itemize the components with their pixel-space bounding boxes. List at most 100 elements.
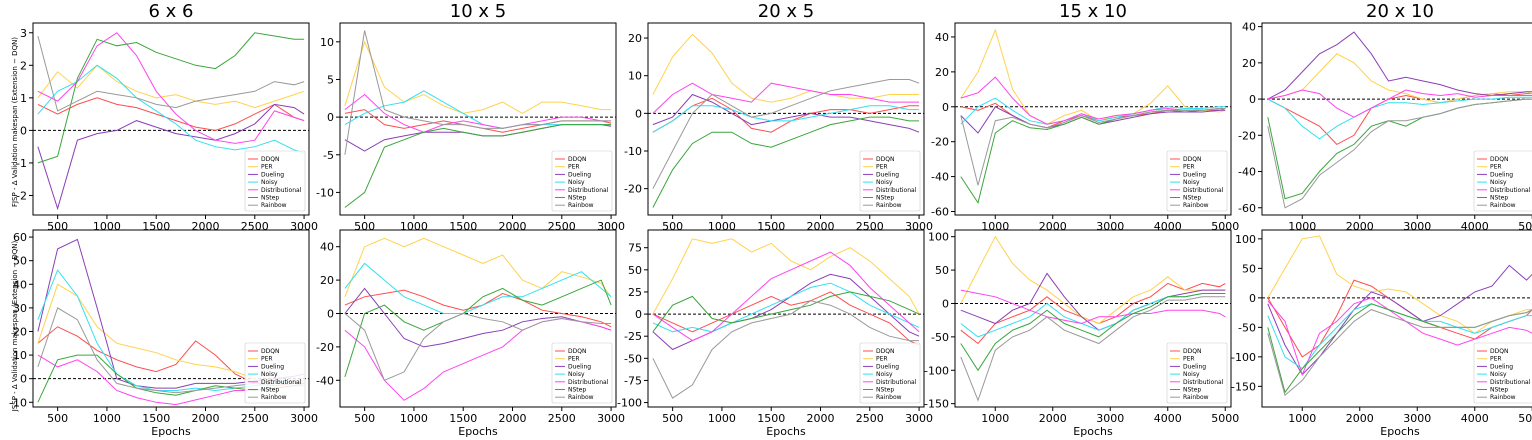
y-tick-label: 10 (628, 70, 642, 83)
legend-entry: NStep (1490, 195, 1508, 202)
plot-frame (32, 229, 310, 408)
x-axis-label: Epochs (1380, 425, 1420, 438)
legend: DDQNPERDuelingNoisyDistributionalNStepRa… (1166, 150, 1228, 212)
x-tick-label: 2000 (499, 412, 527, 425)
legend-entry: DDQN (1183, 348, 1201, 355)
x-tick-label: 1000 (981, 412, 1009, 425)
x-tick-label: 2500 (548, 220, 576, 233)
legend-entry: NStep (568, 195, 586, 202)
y-tick-label: 10 (13, 349, 27, 362)
chart-panel: -10 0 10 20 30 40 50 60 500 1000 1500 2000 2500 3000 E… (9, 229, 318, 438)
y-tick-label: -150 (1231, 380, 1256, 393)
x-axis-label: Epochs (458, 425, 498, 438)
legend-entry: PER (261, 164, 273, 171)
legend-entry: PER (261, 356, 273, 363)
legend-entry: Dueling (1490, 363, 1513, 370)
series-line-rainbow (960, 108, 1226, 186)
y-tick-label: -10 (316, 186, 334, 199)
legend-entry: PER (568, 356, 580, 363)
y-tick-label: -100 (924, 364, 949, 377)
legend-box (551, 342, 613, 404)
x-tick-label: 1000 (400, 412, 428, 425)
x-tick-label: 3000 (290, 220, 318, 233)
y-tick-label: -100 (1231, 351, 1256, 364)
series-line-rainbow (652, 79, 920, 189)
y-tick-label: -75 (624, 374, 642, 387)
legend-entry: Dueling (568, 171, 591, 178)
x-tick-label: 1500 (449, 220, 477, 233)
y-tick-label: -1 (16, 157, 27, 170)
legend-entry: Noisy (876, 371, 893, 378)
legend-entry: Dueling (876, 363, 899, 370)
row-label-jssp: JSSP - Δ Validation makespan (Extension … (11, 240, 19, 412)
y-tick-label: 0 (20, 124, 27, 137)
legend-entry: Rainbow (261, 394, 287, 401)
legend-entry: DDQN (568, 348, 586, 355)
x-tick-label: 2000 (807, 220, 835, 233)
x-tick-label: 2000 (1039, 220, 1067, 233)
series-line-noisy (960, 97, 1226, 125)
x-tick-label: 5000 (1211, 412, 1239, 425)
x-tick-label: 3000 (1096, 412, 1124, 425)
x-axis-label: Epochs (1073, 425, 1113, 438)
legend-entry: DDQN (568, 156, 586, 163)
legend-entry: Rainbow (261, 202, 287, 209)
series-line-ddqn (37, 97, 305, 131)
x-axis-label: Epochs (766, 425, 806, 438)
x-tick-label: 4000 (1154, 220, 1182, 233)
y-tick-label: -2 (16, 189, 27, 202)
plot-frame (32, 22, 310, 216)
plot-frame (954, 22, 1232, 216)
y-tick-label: -10 (9, 396, 27, 409)
y-tick-label: 0 (327, 307, 334, 320)
series-line-per (652, 238, 920, 315)
series-line-noisy (37, 64, 305, 154)
plot-frame (1261, 229, 1532, 408)
x-tick-label: 3000 (905, 412, 933, 425)
legend-entry: PER (568, 164, 580, 171)
series-line-per (652, 33, 920, 103)
legend-box (859, 150, 921, 212)
series-line-per (344, 237, 612, 298)
legend-entry: Noisy (568, 179, 585, 186)
y-tick-label: 10 (320, 36, 334, 49)
legend-entry: Distributional (1490, 379, 1531, 386)
legend-box (244, 150, 306, 212)
y-tick-label: -20 (1238, 129, 1256, 142)
x-tick-label: 2500 (241, 412, 269, 425)
x-tick-label: 2500 (856, 220, 884, 233)
series-line-nstep (652, 116, 920, 208)
plot-frame (954, 229, 1232, 408)
legend-entry: Dueling (876, 171, 899, 178)
plot-frame (647, 22, 925, 216)
legend-entry: DDQN (876, 156, 894, 163)
legend-entry: Noisy (1183, 371, 1200, 378)
row-label-fjsp: FJSP - Δ Validation makespan (Extension … (11, 37, 19, 207)
y-tick-label: -20 (624, 183, 642, 196)
y-tick-label: -20 (316, 341, 334, 354)
legend-entry: Noisy (1183, 179, 1200, 186)
y-tick-label: 40 (320, 241, 334, 254)
y-tick-label: -25 (624, 330, 642, 343)
x-tick-label: 2000 (499, 220, 527, 233)
y-tick-label: 1 (20, 92, 27, 105)
y-tick-label: 0 (1249, 93, 1256, 106)
legend-entry: Rainbow (568, 394, 594, 401)
series-line-distributional (37, 32, 305, 144)
x-tick-label: 2000 (1346, 412, 1374, 425)
series-line-rainbow (344, 30, 612, 155)
y-tick-label: 20 (320, 274, 334, 287)
series-line-distributional (652, 82, 920, 114)
plot-frame (339, 22, 617, 216)
y-tick-label: 50 (1242, 262, 1256, 275)
series-line-rainbow (37, 35, 305, 112)
y-tick-label: -5 (323, 149, 334, 162)
legend-entry: PER (876, 164, 888, 171)
x-tick-label: 3000 (1403, 220, 1431, 233)
y-tick-label: 0 (942, 297, 949, 310)
legend-box (1166, 342, 1228, 404)
x-tick-label: 500 (662, 412, 683, 425)
panel-title: 20 x 10 (1366, 1, 1434, 22)
x-tick-label: 2000 (192, 220, 220, 233)
y-tick-label: 0 (942, 101, 949, 114)
